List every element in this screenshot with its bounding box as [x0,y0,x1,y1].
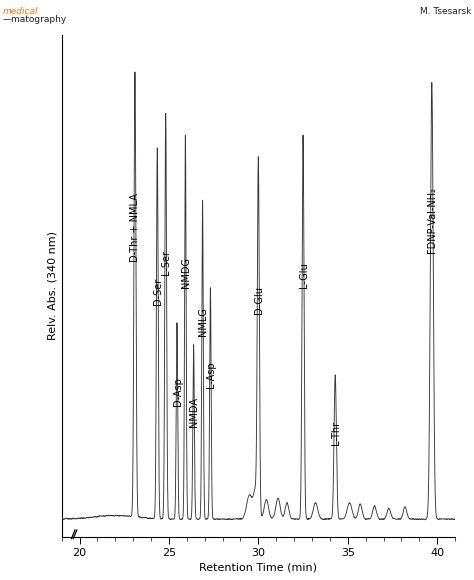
Text: FDNP-Val-NH₂: FDNP-Val-NH₂ [428,187,438,253]
Text: medical: medical [2,7,38,16]
Text: M. Tsesarsk: M. Tsesarsk [420,7,472,16]
Text: D-Asp: D-Asp [173,377,182,405]
Text: D-Glu: D-Glu [254,286,264,314]
Text: D-Ser: D-Ser [153,278,163,305]
Text: D-Thr + NMLA: D-Thr + NMLA [130,193,140,262]
Text: —matography: —matography [2,14,67,24]
Text: NMDA: NMDA [189,397,199,427]
Text: L-Thr: L-Thr [331,420,341,445]
Text: NMLG: NMLG [198,307,208,336]
Text: L-Asp: L-Asp [206,361,216,388]
Y-axis label: Relv. Abs. (340 nm): Relv. Abs. (340 nm) [47,231,57,340]
X-axis label: Retention Time (min): Retention Time (min) [200,563,317,572]
Text: L-Glu: L-Glu [299,262,309,288]
Text: NMDG: NMDG [181,257,191,288]
Text: L-Ser: L-Ser [161,250,171,275]
